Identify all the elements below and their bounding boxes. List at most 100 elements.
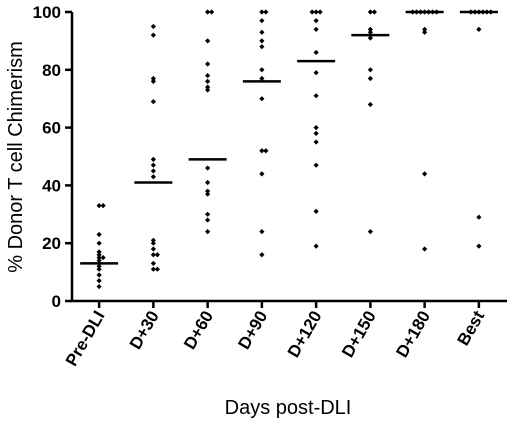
- x-tick-label: D+120: [284, 308, 326, 361]
- data-point: [96, 255, 102, 261]
- x-axis-ticks: Pre-DLI D+30 D+60 D+90 D+120 D+150 D+180 Best: [62, 301, 489, 369]
- data-point: [313, 162, 319, 168]
- x-tick-label: Pre-DLI: [62, 308, 109, 370]
- data-point: [150, 156, 156, 162]
- data-point: [205, 84, 211, 90]
- data-point: [371, 9, 377, 15]
- data-point: [205, 229, 211, 235]
- data-point: [259, 29, 265, 35]
- data-point: [205, 78, 211, 84]
- data-point: [422, 29, 428, 35]
- data-point: [150, 162, 156, 168]
- data-point: [313, 18, 319, 24]
- data-point: [205, 217, 211, 223]
- data-point: [96, 272, 102, 278]
- y-tick-label: 60: [42, 119, 61, 138]
- data-point: [150, 246, 156, 252]
- data-point: [96, 257, 102, 264]
- median-lines: [80, 10, 498, 265]
- data-point: [150, 32, 156, 38]
- data-point: [205, 9, 211, 15]
- data-point: [422, 171, 428, 177]
- data-point: [259, 18, 265, 24]
- data-point: [313, 70, 319, 76]
- y-axis-ticks: 0 20 40 60 80 100: [33, 3, 72, 311]
- data-point: [313, 93, 319, 99]
- data-point: [150, 260, 156, 267]
- x-tick-label: D+180: [392, 308, 434, 361]
- data-point: [150, 98, 156, 105]
- data-point: [313, 125, 319, 131]
- data-point: [313, 26, 319, 32]
- data-point: [209, 9, 215, 15]
- data-point: [309, 9, 315, 15]
- data-point: [205, 38, 211, 44]
- data-point: [205, 165, 211, 171]
- data-point: [259, 75, 265, 82]
- data-point: [367, 101, 373, 108]
- data-point: [100, 255, 106, 261]
- data-point: [100, 203, 106, 209]
- x-axis-title: Days post-DLI: [225, 397, 352, 419]
- data-point: [96, 203, 102, 209]
- data-point: [150, 240, 156, 246]
- x-tick-label: Best: [453, 307, 488, 349]
- data-point: [313, 49, 319, 56]
- data-point: [205, 188, 211, 194]
- data-point: [150, 168, 156, 174]
- data-point: [150, 75, 156, 82]
- data-point: [205, 61, 211, 67]
- data-point: [154, 266, 160, 272]
- data-point: [367, 67, 373, 73]
- data-point: [476, 243, 482, 249]
- data-point: [96, 278, 102, 284]
- data-point: [263, 9, 269, 15]
- data-point: [313, 9, 319, 15]
- data-point: [259, 148, 265, 154]
- data-point: [259, 38, 265, 44]
- data-points: [96, 9, 494, 290]
- data-point: [313, 208, 319, 215]
- data-point: [317, 9, 323, 15]
- data-point: [367, 26, 373, 32]
- data-point: [313, 139, 319, 145]
- data-point: [96, 283, 102, 290]
- data-point: [367, 29, 373, 35]
- data-point: [259, 9, 265, 15]
- data-point: [259, 96, 265, 102]
- data-point: [422, 246, 428, 252]
- y-axis-title: % Donor T cell Chimerism: [5, 41, 27, 273]
- data-point: [96, 266, 102, 272]
- data-point: [259, 171, 265, 177]
- data-point: [205, 72, 211, 79]
- data-point: [96, 249, 102, 255]
- data-point: [150, 78, 156, 84]
- data-point: [96, 231, 102, 238]
- x-tick-label: D+30: [126, 308, 163, 353]
- data-point: [422, 26, 428, 32]
- data-point: [367, 35, 373, 41]
- data-point: [263, 148, 269, 154]
- data-point: [476, 26, 482, 32]
- x-tick-label: D+90: [234, 308, 271, 353]
- y-tick-label: 80: [42, 61, 61, 80]
- data-point: [259, 44, 265, 50]
- y-tick-label: 100: [33, 3, 61, 22]
- data-point: [476, 214, 482, 220]
- data-point: [154, 252, 160, 258]
- data-point: [205, 179, 211, 186]
- data-point: [150, 23, 156, 30]
- data-point: [150, 174, 156, 180]
- data-point: [96, 252, 102, 258]
- y-tick-label: 40: [42, 176, 61, 195]
- data-point: [96, 240, 102, 246]
- data-point: [367, 75, 373, 82]
- data-point: [367, 229, 373, 235]
- y-tick-label: 20: [42, 234, 61, 253]
- y-tick-label: 0: [52, 292, 61, 311]
- data-point: [259, 252, 265, 258]
- data-point: [259, 67, 265, 73]
- data-point: [96, 263, 102, 269]
- data-point: [205, 191, 211, 197]
